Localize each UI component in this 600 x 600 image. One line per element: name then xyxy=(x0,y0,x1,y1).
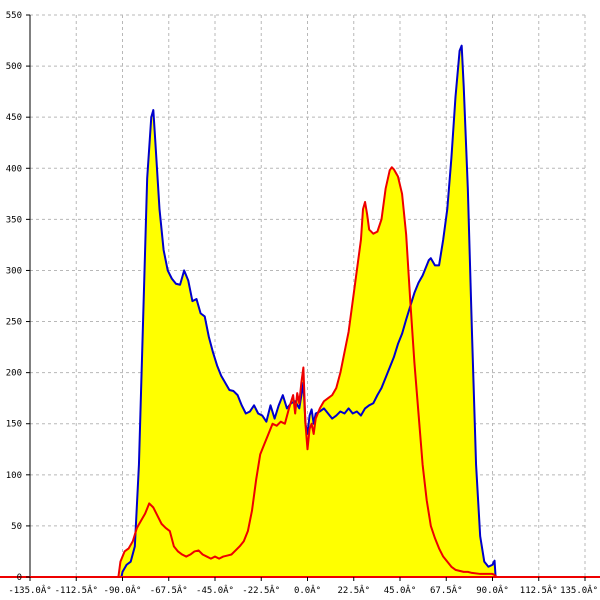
y-tick-label: 150 xyxy=(6,420,22,430)
y-tick-label: 300 xyxy=(6,266,22,276)
x-tick-label: -112.5Â° xyxy=(55,584,98,596)
series-line-0 xyxy=(30,44,585,578)
x-tick-label: 22.5Â° xyxy=(337,584,370,596)
x-tick-label: 0.0Â° xyxy=(294,584,321,596)
y-tick-label: 50 xyxy=(11,522,22,532)
x-tick-label: -45.0Â° xyxy=(196,584,234,596)
area-fill-shape xyxy=(30,45,585,577)
y-tick-label: 0 xyxy=(17,573,22,583)
axes xyxy=(0,14,600,581)
x-tick-label: 67.5Â° xyxy=(430,584,463,596)
x-tick-label: 90.0Â° xyxy=(476,584,509,596)
x-tick-label: -135.0Â° xyxy=(8,584,51,596)
x-tick-label: 45.0Â° xyxy=(384,584,417,596)
y-tick-label: 250 xyxy=(6,318,22,328)
y-tick-label: 500 xyxy=(6,62,22,72)
y-tick-label: 550 xyxy=(6,11,22,21)
y-tick-label: 100 xyxy=(6,471,22,481)
series-lines xyxy=(30,44,585,578)
y-tick-label: 450 xyxy=(6,113,22,123)
series-line-1 xyxy=(30,166,585,578)
x-tick-label: -67.5Â° xyxy=(150,584,188,596)
area-fill xyxy=(30,45,585,577)
x-tick-label: 135.0Â° xyxy=(560,584,598,596)
y-tick-label: 400 xyxy=(6,164,22,174)
x-tick-label: -90.0Â° xyxy=(104,584,142,596)
tick-labels: 0 50 100 150 200 250 300 350 400 450 500 550 -135.0Â… xyxy=(6,11,598,596)
x-tick-label: 112.5Â° xyxy=(520,584,558,596)
y-tick-label: 350 xyxy=(6,215,22,225)
x-tick-label: -22.5Â° xyxy=(242,584,280,596)
y-tick-label: 200 xyxy=(6,369,22,379)
